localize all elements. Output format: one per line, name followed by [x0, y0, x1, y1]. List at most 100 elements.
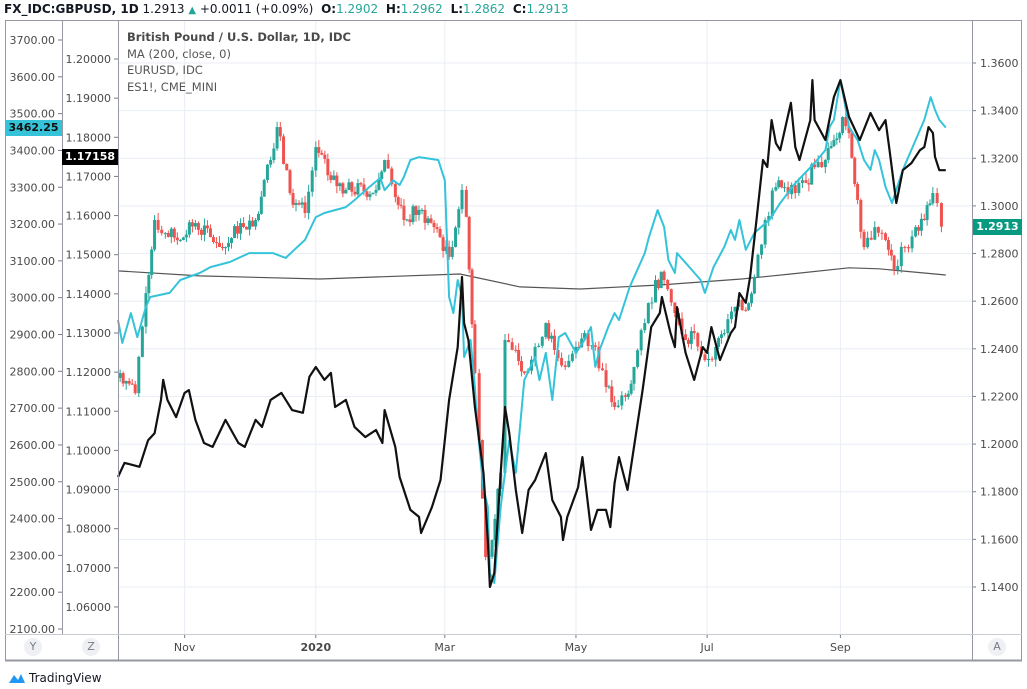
candle-body: [574, 346, 578, 354]
candle-body: [847, 126, 851, 134]
candle-body: [196, 223, 200, 230]
time-axis-label: May: [564, 641, 588, 654]
candle-body: [190, 222, 194, 227]
candle-body: [460, 189, 464, 210]
candle-body: [326, 158, 330, 176]
eurusd-price-label: 1.17158: [62, 149, 118, 165]
candle-body: [563, 365, 567, 367]
candle-body: [692, 331, 696, 334]
candle-body: [265, 164, 269, 180]
candle-body: [220, 247, 224, 249]
candle-body: [310, 170, 314, 192]
candle-body: [399, 204, 403, 206]
candle-body: [199, 229, 203, 235]
gbpusd-tick-label: 1.3200: [980, 152, 1019, 165]
candle-body: [853, 157, 857, 185]
candle-body: [368, 194, 372, 197]
candle-body: [269, 160, 273, 165]
candle-body: [570, 353, 574, 361]
candle-body: [626, 393, 630, 397]
candle-body: [160, 229, 164, 234]
candle-body: [470, 269, 474, 325]
candle-body: [130, 383, 134, 385]
candle-body: [567, 360, 571, 367]
candle-body: [620, 395, 624, 406]
candle-body: [332, 175, 336, 180]
es-tick-label: 2800.00: [10, 365, 56, 378]
candle-body: [813, 164, 817, 168]
es-tick-label: 3700.00: [10, 34, 56, 47]
candle-body: [862, 231, 866, 248]
candle-body: [607, 386, 611, 388]
candle-body: [810, 164, 814, 185]
candle-body: [859, 199, 863, 232]
es-tick-label: 2200.00: [10, 586, 56, 599]
candle-body: [214, 242, 218, 244]
candle-body: [405, 219, 409, 221]
candle-body: [804, 180, 808, 184]
candle-body: [586, 333, 590, 347]
candle-body: [344, 189, 348, 194]
candle-body: [175, 237, 179, 241]
auto-scale-button[interactable]: A: [988, 638, 1006, 656]
candle-body: [236, 226, 240, 234]
candle-body: [303, 202, 307, 214]
time-axis-label: Mar: [434, 641, 456, 654]
candle-body: [666, 279, 670, 290]
candle-body: [786, 187, 790, 195]
y-scale-button[interactable]: Y: [24, 638, 42, 656]
candle-body: [288, 170, 292, 194]
candle-body: [752, 276, 756, 294]
candle-body: [341, 183, 345, 194]
candle-body: [826, 148, 830, 160]
symbol-name[interactable]: FX_IDC:GBPUSD, 1D: [4, 2, 139, 16]
candle-body: [211, 237, 215, 243]
eurusd-tick-label: 1.17000: [66, 170, 112, 183]
candle-body: [320, 152, 324, 155]
candle-body: [896, 266, 900, 270]
candle-body: [127, 381, 131, 384]
candle-body: [593, 345, 597, 347]
candle-body: [507, 340, 511, 343]
candle-body: [251, 220, 255, 227]
legend-es[interactable]: ES1!, CME_MINI: [127, 79, 218, 94]
gbpusd-price-label: 1.2913: [973, 219, 1022, 235]
candle-body: [616, 405, 620, 407]
legend-ma[interactable]: MA (200, close, 0): [127, 46, 231, 61]
gbpusd-tick-label: 1.3600: [980, 57, 1019, 70]
candle-body: [717, 337, 721, 347]
candle-body: [156, 219, 160, 230]
candle-body: [714, 346, 718, 360]
es-tick-label: 2600.00: [10, 439, 56, 452]
low-value: 1.2862: [463, 2, 506, 16]
es-tick-label: 3300.00: [10, 181, 56, 194]
candle-body: [610, 386, 614, 403]
candle-body: [744, 309, 748, 311]
es-tick-label: 3100.00: [10, 255, 56, 268]
eurusd-tick-label: 1.15000: [66, 249, 112, 262]
es-price-label: 3462.25: [5, 120, 62, 136]
candle-body: [438, 229, 442, 238]
candle-body: [783, 187, 786, 189]
candle-body: [386, 159, 390, 169]
candle-body: [242, 223, 246, 227]
close-label: C:: [512, 2, 527, 16]
z-scale-button[interactable]: Z: [82, 638, 100, 656]
candle-body: [820, 161, 824, 168]
candle-body: [876, 227, 880, 233]
candle-body: [604, 370, 608, 387]
candle-body: [187, 222, 191, 235]
candle-body: [797, 182, 801, 194]
legend-eurusd[interactable]: EURUSD, IDC: [127, 63, 203, 77]
candle-body: [906, 247, 910, 249]
candle-body: [493, 518, 497, 541]
candle-body: [248, 220, 252, 230]
eurusd-tick-label: 1.09000: [66, 484, 112, 497]
tradingview-logo[interactable]: TradingView: [8, 671, 102, 685]
candle-body: [254, 219, 258, 227]
candle-body: [153, 219, 157, 250]
candle-body: [272, 148, 276, 161]
open-value: 1.2902: [336, 2, 379, 16]
legend-gbpusd[interactable]: British Pound / U.S. Dollar, 1D, IDC: [127, 30, 351, 44]
